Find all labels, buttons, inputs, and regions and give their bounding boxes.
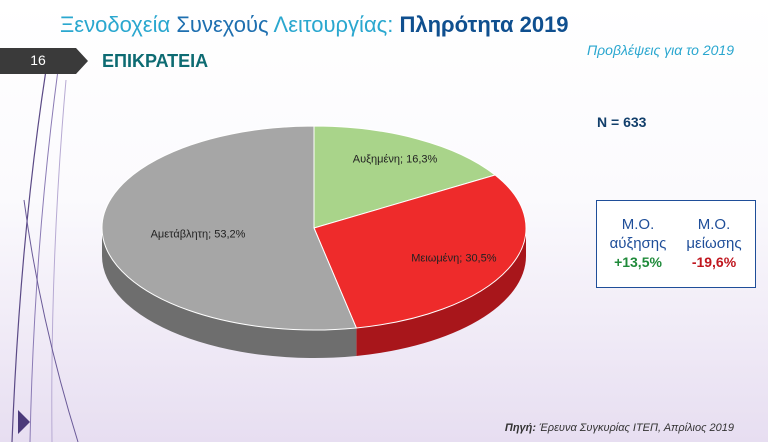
pie-slice-label-1: Μειωμένη; 30,5% bbox=[411, 252, 496, 264]
decrease-average: Μ.Ο. μείωσης -19,6% bbox=[677, 215, 751, 272]
pie-slice-label-0: Αυξημένη; 16,3% bbox=[353, 154, 438, 166]
subtitle: Προβλέψεις για το 2019 bbox=[587, 42, 734, 58]
page-number: 16 bbox=[30, 52, 46, 68]
increase-average-label-2: αύξησης bbox=[609, 235, 667, 252]
source-text: Έρευνα Συγκυρίας ΙΤΕΠ, Απρίλιος 2019 bbox=[539, 422, 734, 434]
increase-average-label-1: Μ.Ο. bbox=[621, 216, 655, 233]
decrease-average-label-2: μείωσης bbox=[686, 235, 742, 252]
section-heading: ΕΠΙΚΡΑΤΕΙΑ bbox=[102, 51, 209, 71]
source-label: Πηγή: bbox=[504, 422, 537, 434]
pie-side-1 bbox=[356, 228, 526, 356]
averages-box: Μ.Ο. αύξησης +13,5% Μ.Ο. μείωσης -19,6% bbox=[596, 200, 756, 288]
page-title: Ξενοδοχεία Συνεχούς Λειτουργίας: Πληρότη… bbox=[60, 12, 569, 37]
page-number-tab bbox=[0, 48, 88, 74]
pie-slice-2 bbox=[101, 125, 358, 331]
increase-average: Μ.Ο. αύξησης +13,5% bbox=[601, 215, 675, 272]
pie-slice-label-2: Αμετάβλητη; 53,2% bbox=[151, 229, 246, 241]
sample-size-label: N = 633 bbox=[597, 114, 647, 130]
pie-slice-1 bbox=[313, 174, 527, 329]
decrease-average-value: -19,6% bbox=[691, 254, 737, 270]
increase-average-value: +13,5% bbox=[614, 254, 662, 270]
pie-slice-0 bbox=[313, 125, 497, 229]
decrease-average-label-1: Μ.Ο. bbox=[697, 216, 731, 233]
source-note: Πηγή: Έρευνα Συγκυρίας ΙΤΕΠ, Απρίλιος 20… bbox=[505, 422, 734, 434]
pie-side-2 bbox=[102, 228, 357, 358]
